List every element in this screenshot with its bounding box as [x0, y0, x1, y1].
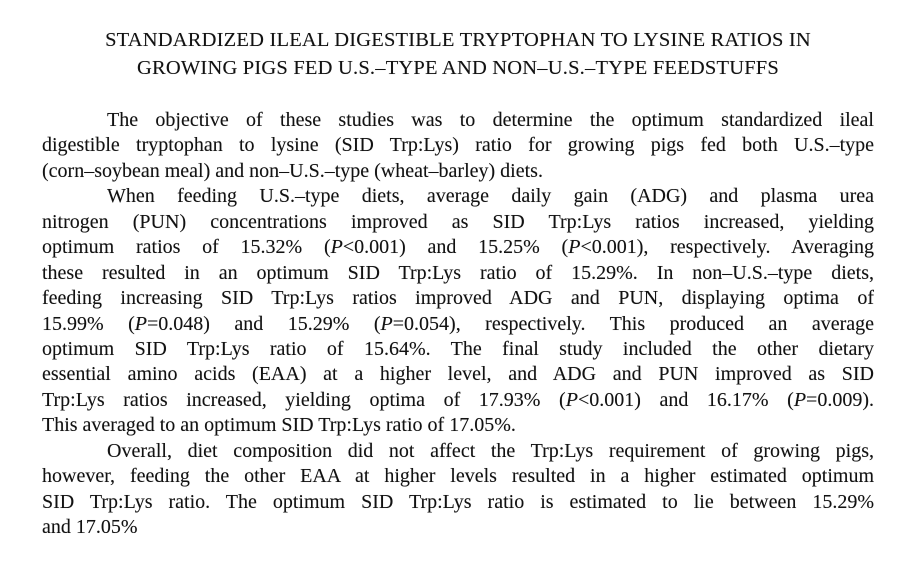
- paragraph-line: Trp:Lys ratios increased, yielding optim…: [42, 388, 874, 411]
- paragraph-line: these resulted in an optimum SID Trp:Lys…: [42, 261, 874, 284]
- paragraph-line: This averaged to an optimum SID Trp:Lys …: [42, 414, 516, 437]
- document-title: STANDARDIZED ILEAL DIGESTIBLE TRYPTOPHAN…: [42, 26, 874, 82]
- paragraph-line: and 17.05%: [42, 516, 138, 538]
- paragraph-line: optimum ratios of 15.32% (P<0.001) and 1…: [42, 236, 874, 259]
- paragraph-line: optimum SID Trp:Lys ratio of 15.64%. The…: [42, 337, 874, 360]
- paragraph-line: When feeding U.S.–type diets, average da…: [107, 185, 874, 208]
- paragraph-line: SID Trp:Lys ratio. The optimum SID Trp:L…: [42, 490, 874, 513]
- paragraph-conclusion: Overall, diet composition did not affect…: [42, 439, 874, 541]
- paragraph-line: essential amino acids (EAA) at a higher …: [42, 363, 874, 386]
- abstract-body: The objective of these studies was to de…: [42, 108, 874, 540]
- paragraph-results: When feeding U.S.–type diets, average da…: [42, 184, 874, 438]
- title-line-2: GROWING PIGS FED U.S.–TYPE AND NON–U.S.–…: [136, 57, 779, 79]
- paragraph-line: (corn–soybean meal) and non–U.S.–type (w…: [42, 159, 543, 182]
- title-line-1: STANDARDIZED ILEAL DIGESTIBLE TRYPTOPHAN…: [105, 29, 811, 51]
- paragraph-line: The objective of these studies was to de…: [107, 109, 874, 131]
- paragraph-line: Overall, diet composition did not affect…: [107, 439, 874, 462]
- paragraph-line: digestible tryptophan to lysine (SID Trp…: [42, 134, 874, 157]
- paragraph-line: feeding increasing SID Trp:Lys ratios im…: [42, 287, 874, 310]
- paragraph-line: nitrogen (PUN) concentrations improved a…: [42, 210, 874, 233]
- paragraph-objective: The objective of these studies was to de…: [42, 108, 874, 184]
- paragraph-line: 15.99% (P=0.048) and 15.29% (P=0.054), r…: [42, 312, 874, 335]
- paragraph-line: however, feeding the other EAA at higher…: [42, 465, 874, 488]
